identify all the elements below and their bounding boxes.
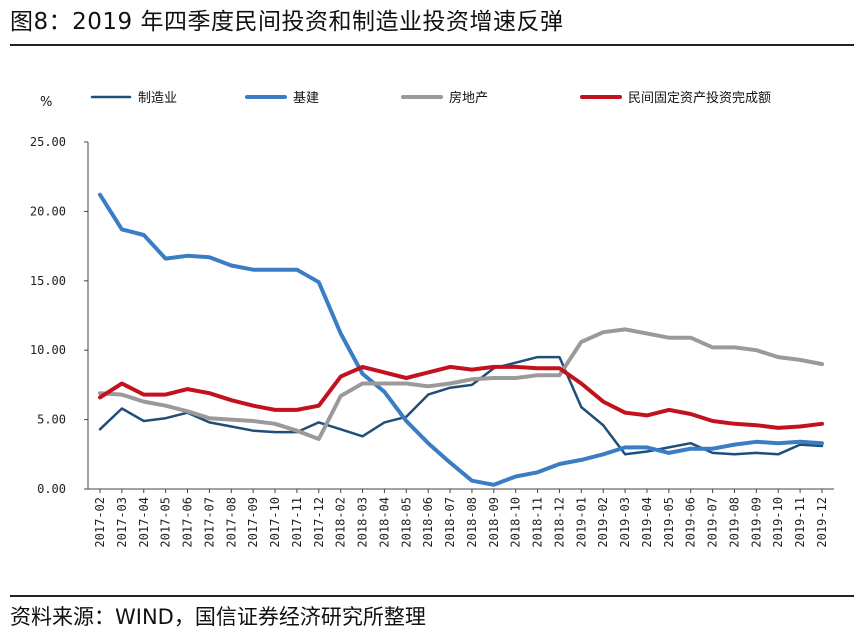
x-tick-label: 2017-08	[224, 497, 238, 548]
y-tick-label: 15.00	[30, 274, 66, 288]
legend: 制造业 基建 房地产 民间固定资产投资完成额	[90, 90, 771, 106]
x-tick-label: 2017-10	[268, 497, 282, 548]
legend-label-3: 房地产	[449, 90, 488, 106]
y-tick-label: 5.00	[37, 413, 66, 427]
x-tick-label: 2019-07	[706, 497, 720, 548]
x-tick-label: 2017-07	[202, 497, 216, 548]
series-line-3	[98, 327, 824, 441]
x-tick-label: 2019-06	[684, 497, 698, 548]
axes: 0.00 5.00 10.00 15.00 20.00 25.00 2017-02 2017-…	[30, 135, 834, 548]
series-line-1	[98, 355, 824, 456]
x-tick-label: 2018-04	[377, 497, 391, 548]
series-line-4	[98, 364, 824, 430]
x-tick-label: 2019-02	[596, 497, 610, 548]
x-tick-label: 2018-02	[334, 497, 348, 548]
y-axis-unit: %	[40, 95, 52, 110]
x-tick-label: 2018-09	[487, 497, 501, 548]
x-tick-label: 2019-01	[574, 497, 588, 548]
x-tick-label: 2017-05	[159, 497, 173, 548]
x-tick-label: 2019-09	[749, 497, 763, 548]
x-tick-label: 2017-03	[115, 497, 129, 548]
y-tick-label: 25.00	[30, 135, 66, 149]
x-tick-label: 2018-06	[421, 497, 435, 548]
source-rule	[10, 595, 854, 597]
x-tick-label: 2017-04	[137, 497, 151, 548]
x-tick-label: 2018-05	[399, 497, 413, 548]
source-note: 资料来源：WIND，国信证券经济研究所整理	[10, 605, 426, 629]
line-chart: 制造业 基建 房地产 民间固定资产投资完成额 % 0.00 5.00 10.00 15.00…	[30, 90, 834, 548]
x-tick-label: 2018-10	[509, 497, 523, 548]
x-tick-label: 2019-04	[640, 497, 654, 548]
x-tick-label: 2018-12	[552, 497, 566, 548]
x-tick-label: 2018-11	[531, 497, 545, 548]
y-tick-label: 20.00	[30, 204, 66, 218]
x-tick-label: 2017-12	[312, 497, 326, 548]
x-tick-label: 2017-02	[93, 497, 107, 548]
x-tick-label: 2018-07	[443, 497, 457, 548]
y-tick-label: 0.00	[37, 482, 66, 496]
series-line-2	[98, 192, 824, 487]
x-tick-label: 2017-06	[181, 497, 195, 548]
x-tick-label: 2018-03	[356, 497, 370, 548]
legend-label-4: 民间固定资产投资完成额	[628, 90, 771, 106]
series-layer	[98, 192, 824, 487]
x-tick-label: 2019-10	[771, 497, 785, 548]
legend-label-2: 基建	[293, 91, 319, 106]
x-tick-label: 2019-03	[618, 497, 632, 548]
x-tick-label: 2019-05	[662, 497, 676, 548]
x-tick-label: 2017-11	[290, 497, 304, 548]
x-tick-label: 2019-12	[815, 497, 829, 548]
x-tick-label: 2019-08	[727, 497, 741, 548]
figure-title: 图8：2019 年四季度民间投资和制造业投资增速反弹	[10, 9, 564, 35]
legend-label-1: 制造业	[138, 91, 177, 106]
title-underline	[10, 44, 854, 46]
x-tick-label: 2017-09	[246, 497, 260, 548]
x-tick-label: 2018-08	[465, 497, 479, 548]
y-tick-label: 10.00	[30, 343, 66, 357]
x-tick-label: 2019-11	[793, 497, 807, 548]
